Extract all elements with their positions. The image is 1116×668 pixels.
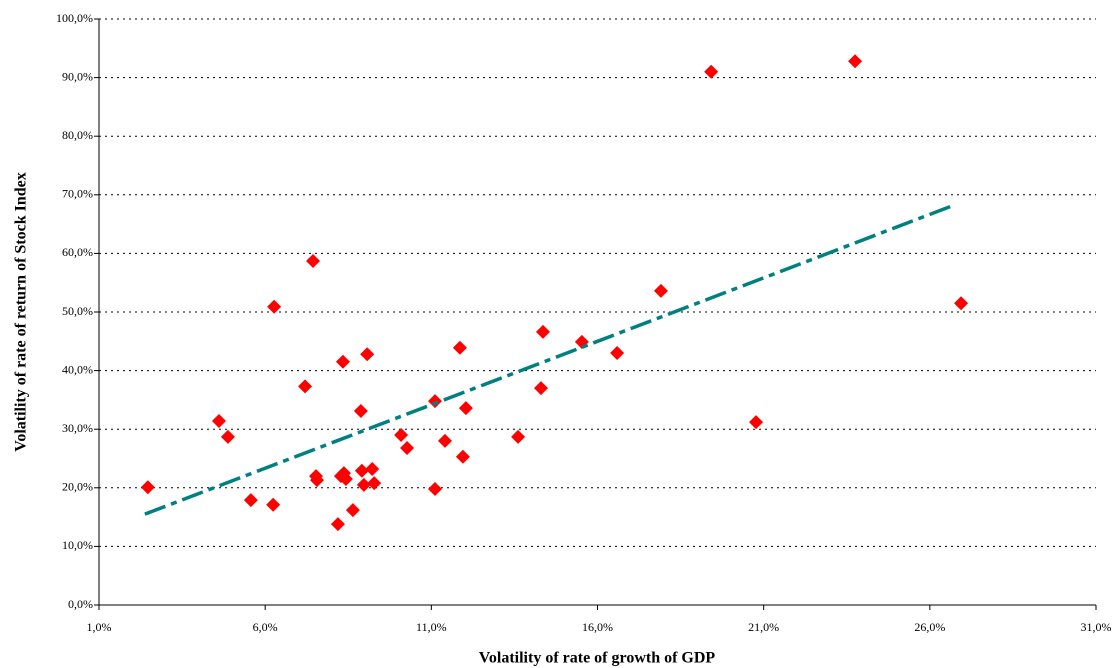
- point: [848, 54, 863, 69]
- point: [354, 463, 369, 478]
- point: [400, 440, 415, 455]
- y-tick-label: 50,0%: [62, 304, 93, 318]
- y-axis-title: Volatility of rate of return of Stock In…: [13, 172, 30, 452]
- point: [704, 64, 719, 79]
- point: [365, 462, 380, 477]
- point: [338, 472, 353, 487]
- point: [367, 476, 382, 491]
- point: [335, 354, 350, 369]
- y-tick-label: 40,0%: [62, 362, 93, 376]
- y-tick-label: 80,0%: [62, 128, 93, 142]
- x-tick-label: 1,0%: [87, 620, 112, 634]
- point: [535, 324, 550, 339]
- point: [306, 254, 321, 269]
- x-axis-title: Volatility of rate of growth of GDP: [479, 650, 716, 667]
- point: [356, 477, 371, 492]
- point: [427, 394, 442, 409]
- y-tick-label: 20,0%: [62, 480, 93, 494]
- point: [458, 401, 473, 416]
- point: [298, 379, 313, 394]
- y-tick-label: 0,0%: [68, 597, 93, 611]
- point: [511, 429, 526, 444]
- x-tick-label: 16,0%: [582, 620, 613, 634]
- point: [437, 433, 452, 448]
- trendline: [144, 203, 956, 516]
- point: [610, 346, 625, 361]
- point: [220, 429, 235, 444]
- point: [455, 449, 470, 464]
- point: [267, 299, 282, 314]
- y-tick-label: 60,0%: [62, 245, 93, 259]
- point: [330, 517, 345, 532]
- point: [345, 503, 360, 518]
- point: [310, 473, 325, 488]
- y-tick-label: 70,0%: [62, 187, 93, 201]
- point: [243, 493, 258, 508]
- y-tick-label: 10,0%: [62, 538, 93, 552]
- point: [954, 296, 969, 311]
- point: [749, 415, 764, 430]
- y-tick-label: 100,0%: [56, 11, 93, 25]
- x-tick-label: 21,0%: [748, 620, 779, 634]
- x-tick-label: 11,0%: [416, 620, 447, 634]
- point: [653, 283, 668, 298]
- point: [211, 413, 226, 428]
- y-tick-label: 90,0%: [62, 69, 93, 83]
- point: [534, 381, 549, 396]
- point: [353, 404, 368, 419]
- point: [266, 497, 281, 512]
- point: [394, 428, 409, 443]
- x-tick-label: 31,0%: [1081, 620, 1112, 634]
- point: [427, 481, 442, 496]
- point: [452, 340, 467, 355]
- y-tick-label: 30,0%: [62, 421, 93, 435]
- x-tick-label: 26,0%: [914, 620, 945, 634]
- point: [140, 480, 155, 495]
- x-tick-label: 6,0%: [253, 620, 278, 634]
- point: [360, 347, 375, 362]
